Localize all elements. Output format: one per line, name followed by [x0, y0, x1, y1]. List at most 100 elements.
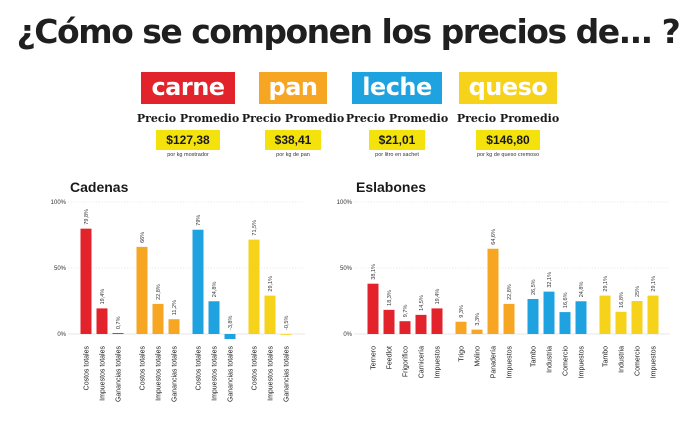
data-label: 29,1% [268, 276, 274, 292]
bar [280, 334, 292, 335]
chart-title: Eslabones [356, 179, 426, 195]
bar [503, 303, 515, 334]
data-label: 19,4% [435, 289, 441, 305]
category-label: Costos totales [252, 346, 259, 391]
data-label: 18,3% [387, 290, 393, 306]
product-pan: pan Precio Promedio $38,41 por kg de pan [233, 72, 353, 158]
data-label: 29,1% [651, 276, 657, 292]
data-label: 71,5% [252, 220, 258, 236]
category-label: Frigorífico [403, 346, 410, 377]
data-label: 16,8% [619, 292, 625, 308]
price-unit: por kg de queso cremoso [476, 152, 540, 158]
chart-title: Cadenas [70, 179, 129, 195]
data-label: 64,6% [491, 229, 497, 245]
page-title: ¿Cómo se componen los precios de... ? [16, 12, 681, 51]
category-label: Trigo [459, 346, 466, 362]
category-label: Impuestos totales [212, 346, 219, 401]
category-label: Comercio [635, 346, 642, 376]
price-value: $21,01 [368, 130, 426, 150]
product-badge-leche: leche [352, 72, 442, 104]
price-unit: por kg mostrador [167, 152, 209, 158]
bar [152, 303, 164, 334]
y-tick-label: 50% [340, 266, 353, 272]
bar [559, 312, 571, 334]
data-label: 22,8% [156, 284, 162, 300]
y-tick-label: 0% [57, 332, 66, 338]
data-label: 0,7% [116, 316, 122, 329]
bar [383, 309, 395, 334]
y-tick-label: 100% [51, 200, 67, 206]
bar [136, 246, 148, 334]
product-carne: carne Precio Promedio $127,38 por kg mos… [128, 72, 248, 158]
data-label: 9,3% [459, 305, 465, 318]
price-label: Precio Promedio [345, 112, 449, 125]
bar [96, 308, 108, 334]
bar [415, 314, 427, 334]
bar [112, 333, 124, 334]
bar [487, 248, 499, 334]
price-label: Precio Promedio [241, 112, 345, 125]
bar [543, 291, 555, 334]
data-label: 3,3% [475, 313, 481, 326]
data-label: 22,8% [507, 284, 513, 300]
data-label: 16,6% [563, 292, 569, 308]
price-unit: por kg de pan [276, 152, 310, 158]
category-label: Ganancias totales [284, 346, 291, 403]
category-label: Costos totales [196, 346, 203, 391]
bar [455, 321, 467, 334]
product-badge-pan: pan [258, 72, 328, 104]
category-label: Impuestos [651, 346, 658, 379]
category-label: Impuestos [579, 346, 586, 379]
category-label: Impuestos totales [268, 346, 275, 401]
data-label: 32,1% [547, 272, 553, 288]
category-label: Impuestos [507, 346, 514, 379]
category-label: Impuestos [435, 346, 442, 379]
data-label: 24,8% [212, 282, 218, 298]
price-unit: por litro en sachet [375, 152, 419, 158]
product-leche: leche Precio Promedio $21,01 por litro e… [337, 72, 457, 158]
category-label: Impuestos totales [156, 346, 163, 401]
price-value: $38,41 [264, 130, 322, 150]
data-label: 11,2% [172, 300, 178, 315]
bar [631, 301, 643, 334]
category-label: Panadería [491, 346, 498, 378]
y-tick-label: 0% [343, 332, 352, 338]
y-tick-label: 100% [337, 200, 353, 206]
price-label: Precio Promedio [456, 112, 560, 125]
product-badge-queso: queso [458, 72, 558, 104]
category-label: Industria [547, 346, 554, 373]
bar [367, 283, 379, 334]
bar [248, 239, 260, 334]
product-queso: queso Precio Promedio $146,80 por kg de … [448, 72, 568, 158]
category-label: Comercio [563, 346, 570, 376]
category-label: Impuestos totales [100, 346, 107, 401]
data-label: 25% [635, 286, 641, 297]
y-tick-label: 50% [54, 266, 67, 272]
category-label: Tambo [531, 346, 538, 367]
data-label: 66% [140, 232, 146, 243]
bar [168, 319, 180, 334]
data-label: 79% [196, 215, 202, 226]
bar [399, 321, 411, 334]
data-label: 19,4% [100, 289, 106, 305]
data-label: 26,5% [531, 279, 537, 295]
category-label: Ternero [371, 346, 378, 370]
price-value: $146,80 [476, 130, 540, 150]
bar [431, 308, 443, 334]
category-label: Tambo [603, 346, 610, 367]
data-label: 14,5% [419, 295, 425, 311]
bar [615, 311, 627, 334]
bar [208, 301, 220, 334]
bar [471, 329, 483, 334]
bar [224, 334, 236, 340]
price-label: Precio Promedio [136, 112, 240, 125]
data-label: 24,8% [579, 282, 585, 298]
price-value: $127,38 [156, 130, 220, 150]
category-label: Carnicería [419, 346, 426, 378]
bar [80, 228, 92, 334]
data-label: 79,8% [84, 209, 90, 225]
data-label: -3,8% [228, 316, 234, 330]
bar [527, 299, 539, 334]
data-label: 9,7% [403, 305, 409, 318]
